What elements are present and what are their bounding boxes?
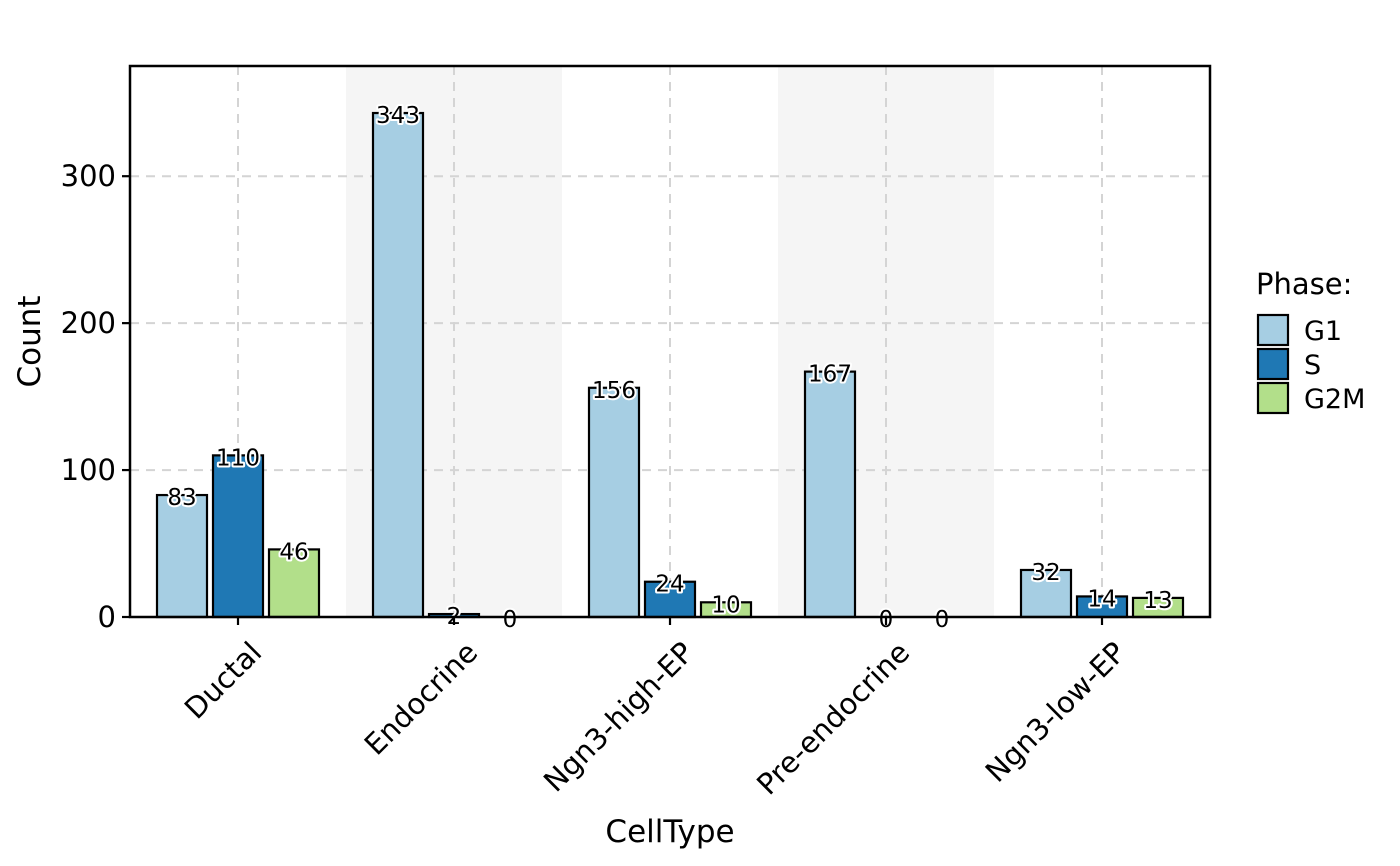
- data-label: 167: [808, 362, 852, 388]
- data-label: 14: [1087, 586, 1116, 612]
- bar-s: [211, 454, 265, 619]
- y-axis-title: Count: [12, 295, 48, 387]
- legend-swatch-g2m: [1256, 381, 1290, 415]
- legend-label-g1: G1: [1304, 316, 1342, 347]
- data-label: 343: [376, 103, 420, 129]
- data-label: 32: [1031, 560, 1060, 586]
- x-tick-label: Ngn3-high-EP: [537, 635, 700, 798]
- data-label: 46: [279, 539, 308, 565]
- y-axis: 0 100 200 300: [61, 159, 130, 634]
- data-label: 24: [655, 572, 684, 598]
- data-label: 156: [592, 378, 636, 404]
- grid-lines: [130, 66, 1210, 617]
- data-label: 10: [711, 592, 740, 618]
- y-tick-label: 300: [61, 159, 116, 193]
- legend-swatch-s: [1256, 347, 1290, 381]
- y-tick-label: 200: [61, 306, 116, 340]
- x-tick-label: Pre-endocrine: [750, 635, 916, 801]
- legend-label-s: S: [1304, 350, 1321, 381]
- data-labels: 831104634320156241016700321413: [165, 101, 1174, 635]
- y-tick-label: 100: [61, 453, 116, 487]
- bar-g1: [1019, 568, 1073, 619]
- bar-g1: [587, 386, 641, 619]
- x-tick-label: Ductal: [178, 635, 268, 725]
- bar-g1: [803, 370, 857, 619]
- x-tick-label: Ngn3-low-EP: [979, 635, 1133, 789]
- legend-title: Phase:: [1256, 267, 1352, 301]
- bar-g1: [155, 493, 209, 619]
- data-label: 0: [503, 607, 518, 633]
- legend-label-g2m: G2M: [1304, 384, 1365, 415]
- bar-s: [643, 580, 697, 619]
- x-tick-label: Endocrine: [358, 635, 485, 762]
- data-label: 83: [167, 485, 196, 511]
- bars: [155, 111, 1185, 619]
- x-axis-title: CellType: [605, 814, 734, 850]
- data-label: 0: [935, 607, 950, 633]
- data-label: 110: [216, 445, 260, 471]
- legend-swatch-g1: [1256, 313, 1290, 347]
- data-label: 13: [1143, 588, 1172, 614]
- bar-g1: [371, 111, 425, 619]
- y-tick-label: 0: [98, 600, 116, 634]
- x-axis: Ductal Endocrine Ngn3-high-EP Pre-endocrine…: [178, 617, 1132, 801]
